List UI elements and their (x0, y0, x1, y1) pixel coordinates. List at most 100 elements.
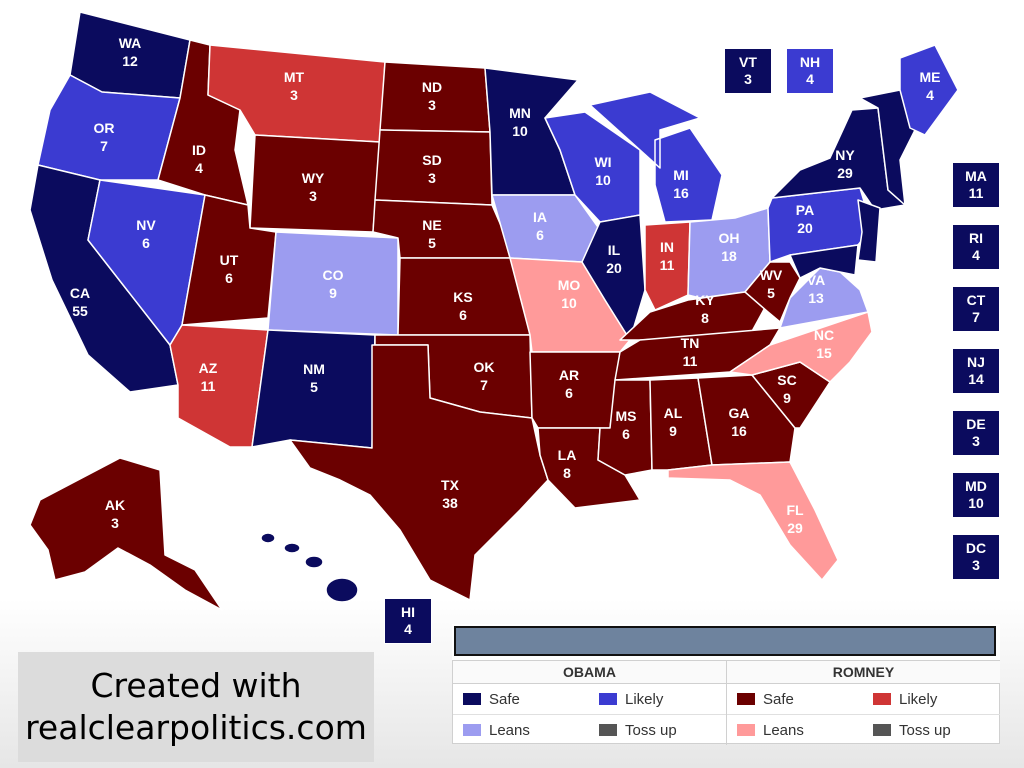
state-nc[interactable] (729, 311, 873, 383)
state-label-in-abbr: IN (660, 239, 674, 255)
legend-row: Safe Likely (453, 684, 726, 715)
state-label-ak-ev: 3 (111, 515, 119, 531)
state-label-sd-abbr: SD (422, 152, 441, 168)
state-label-ks-ev: 6 (459, 307, 467, 323)
state-label-nd-ev: 3 (428, 97, 436, 113)
state-label-me-ev: 4 (926, 87, 934, 103)
state-az[interactable] (169, 324, 269, 448)
state-label-il-abbr: IL (608, 242, 621, 258)
box-ri-abbr: RI (969, 230, 983, 246)
swatch-obama-likely (599, 693, 617, 705)
state-label-sd-ev: 3 (428, 170, 436, 186)
state-label-nd-abbr: ND (422, 79, 442, 95)
state-label-fl-ev: 29 (787, 520, 803, 536)
swatch-tossup (599, 724, 617, 736)
state-label-pa-ev: 20 (797, 220, 813, 236)
box-dc[interactable]: DC 3 (952, 534, 1000, 580)
box-nh-abbr: NH (799, 54, 821, 70)
credit-line-1: Created with (90, 666, 302, 705)
state-label-or-abbr: OR (94, 120, 115, 136)
box-md[interactable]: MD 10 (952, 472, 1000, 518)
legend-label: Toss up (899, 721, 951, 739)
credit-box: Created with realclearpolitics.com (18, 652, 374, 762)
state-label-al-ev: 9 (669, 423, 677, 439)
legend-item-romney-leans[interactable]: Leans (727, 715, 863, 745)
state-nj-shape[interactable] (857, 199, 881, 263)
legend-row: Leans Toss up (453, 715, 726, 745)
box-de-abbr: DE (966, 416, 986, 432)
state-label-sc-ev: 9 (783, 390, 791, 406)
state-md-shape[interactable] (789, 244, 859, 279)
legend: OBAMA Safe Likely Leans Toss up ROMNEY S… (452, 624, 1000, 745)
box-hi[interactable]: HI 4 (384, 598, 432, 644)
box-nh-ev: 4 (806, 71, 814, 87)
box-ct[interactable]: CT 7 (952, 286, 1000, 332)
state-label-tx-ev: 38 (442, 495, 458, 511)
state-label-az-abbr: AZ (199, 360, 218, 376)
legend-label: Leans (489, 721, 530, 739)
state-label-in-ev: 11 (660, 257, 675, 273)
state-label-nc-abbr: NC (814, 327, 834, 343)
legend-romney: ROMNEY Safe Likely Leans Toss up (727, 661, 1000, 745)
state-in[interactable] (644, 221, 691, 311)
state-ga[interactable] (697, 374, 796, 466)
legend-item-obama-leans[interactable]: Leans (453, 715, 589, 745)
swatch-obama-safe (463, 693, 481, 705)
state-label-oh-abbr: OH (719, 230, 740, 246)
state-label-ga-abbr: GA (729, 405, 750, 421)
legend-item-obama-likely[interactable]: Likely (589, 684, 725, 714)
state-me[interactable] (899, 44, 959, 136)
legend-label: Likely (899, 690, 938, 708)
box-vt-ev: 3 (744, 71, 752, 87)
swatch-romney-leans (737, 724, 755, 736)
box-ri-ev: 4 (972, 247, 980, 263)
state-tx[interactable] (289, 344, 549, 601)
box-nh[interactable]: NH 4 (786, 48, 834, 94)
legend-romney-header: ROMNEY (727, 661, 1000, 684)
box-hi-abbr: HI (401, 604, 415, 620)
state-label-fl-abbr: FL (786, 502, 804, 518)
state-label-va-ev: 13 (808, 290, 824, 306)
legend-label: Leans (763, 721, 804, 739)
state-label-wy-ev: 3 (309, 188, 317, 204)
state-label-mo-abbr: MO (558, 277, 581, 293)
state-fl[interactable] (667, 461, 839, 581)
state-label-co-abbr: CO (323, 267, 344, 283)
legend-item-romney-safe[interactable]: Safe (727, 684, 863, 714)
state-label-ar-ev: 6 (565, 385, 573, 401)
state-label-ms-ev: 6 (622, 426, 630, 442)
state-label-ne-abbr: NE (422, 217, 441, 233)
box-de[interactable]: DE 3 (952, 410, 1000, 456)
box-nj-ev: 14 (968, 371, 984, 387)
state-label-ks-abbr: KS (453, 289, 472, 305)
box-ma[interactable]: MA 11 (952, 162, 1000, 208)
state-ar[interactable] (529, 351, 621, 429)
state-label-oh-ev: 18 (721, 248, 737, 264)
state-or[interactable] (37, 74, 181, 181)
state-wv[interactable] (744, 261, 801, 323)
state-label-mo-ev: 10 (561, 295, 577, 311)
state-label-nm-ev: 5 (310, 379, 318, 395)
state-label-ms-abbr: MS (616, 408, 637, 424)
state-label-ky-ev: 8 (701, 310, 709, 326)
state-label-ar-abbr: AR (559, 367, 579, 383)
legend-item-obama-tossup[interactable]: Toss up (589, 715, 725, 745)
state-label-va-abbr: VA (807, 272, 825, 288)
legend-item-obama-safe[interactable]: Safe (453, 684, 589, 714)
state-label-ga-ev: 16 (731, 423, 747, 439)
state-label-pa-abbr: PA (796, 202, 814, 218)
swatch-tossup (873, 724, 891, 736)
state-ak[interactable] (29, 457, 223, 611)
legend-item-romney-tossup[interactable]: Toss up (863, 715, 999, 745)
state-label-tn-abbr: TN (681, 335, 700, 351)
state-label-mi-abbr: MI (673, 167, 689, 183)
box-ct-abbr: CT (966, 292, 986, 308)
legend-item-romney-likely[interactable]: Likely (863, 684, 999, 714)
box-nj[interactable]: NJ 14 (952, 348, 1000, 394)
box-vt[interactable]: VT 3 (724, 48, 772, 94)
state-co[interactable] (267, 231, 399, 336)
state-label-wv-ev: 5 (767, 285, 775, 301)
box-ri[interactable]: RI 4 (952, 224, 1000, 270)
legend-obama-header: OBAMA (453, 661, 726, 684)
state-hi[interactable] (260, 532, 359, 603)
